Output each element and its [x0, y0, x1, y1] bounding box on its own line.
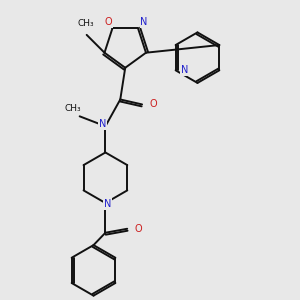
Text: O: O: [105, 17, 112, 27]
Text: O: O: [149, 99, 157, 110]
Text: CH₃: CH₃: [77, 20, 94, 28]
Text: N: N: [181, 65, 188, 75]
Text: O: O: [134, 224, 142, 234]
Text: N: N: [140, 17, 148, 27]
Text: CH₃: CH₃: [64, 104, 81, 113]
Text: N: N: [104, 199, 111, 209]
Text: N: N: [99, 119, 106, 129]
